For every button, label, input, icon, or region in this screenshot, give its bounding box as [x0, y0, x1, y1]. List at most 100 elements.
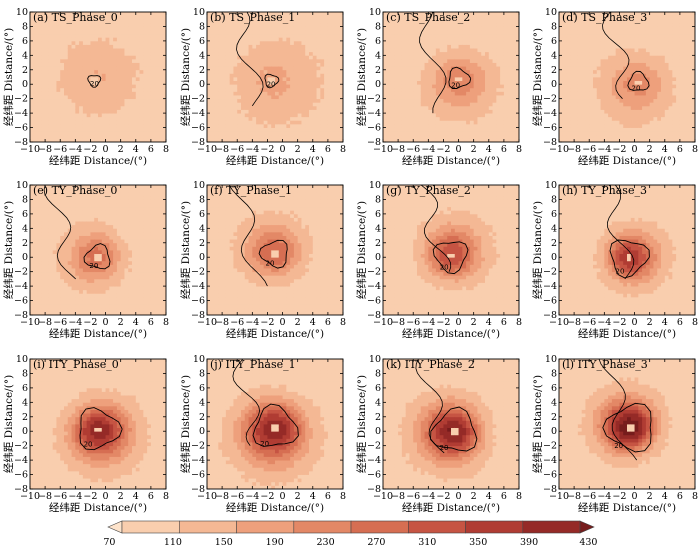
- heat-cell: [271, 109, 276, 114]
- x-tick-label: 8: [340, 144, 346, 155]
- heat-cell: [507, 87, 512, 92]
- heat-cell: [297, 91, 302, 96]
- heat-cell: [608, 48, 613, 53]
- heat-cell: [339, 22, 343, 27]
- heat-cell: [271, 48, 276, 53]
- heat-cell: [286, 33, 291, 38]
- heat-cell: [225, 123, 231, 128]
- heat-cell: [596, 73, 601, 78]
- heat-cell: [627, 55, 632, 60]
- heat-cell: [101, 69, 106, 74]
- heat-cell: [275, 113, 280, 118]
- heat-cell: [82, 95, 88, 100]
- heat-cell: [150, 15, 156, 20]
- heat-cell: [645, 120, 651, 125]
- heat-cell: [439, 73, 444, 78]
- heat-cell: [48, 58, 54, 63]
- heat-cell: [619, 138, 624, 142]
- heat-cell: [562, 40, 567, 45]
- heat-cell: [79, 30, 84, 35]
- heat-cell: [401, 91, 407, 96]
- heat-cell: [210, 80, 215, 85]
- heat-cell: [147, 102, 152, 107]
- heat-cell: [638, 62, 643, 67]
- heat-cell: [503, 77, 509, 82]
- heat-cell: [320, 80, 325, 85]
- heat-cell: [339, 109, 343, 114]
- heat-cell: [623, 77, 628, 82]
- heat-cell: [562, 69, 567, 74]
- heat-cell: [271, 26, 276, 31]
- heat-cell: [458, 87, 463, 92]
- heat-cell: [60, 134, 65, 139]
- heat-cell: [105, 84, 110, 89]
- heat-cell: [511, 73, 516, 78]
- heat-cell: [339, 123, 343, 128]
- heat-cell: [48, 131, 54, 136]
- heat-cell: [577, 95, 583, 100]
- heat-cell: [282, 134, 287, 139]
- heat-cell: [485, 80, 490, 85]
- heat-cell: [71, 26, 76, 31]
- heat-cell: [150, 109, 156, 114]
- heat-cell: [147, 26, 152, 31]
- heat-cell: [485, 37, 490, 42]
- heat-cell: [143, 116, 148, 121]
- heat-cell: [56, 19, 61, 24]
- heat-cell: [417, 131, 422, 136]
- heat-cell: [75, 22, 80, 27]
- heat-cell: [424, 95, 429, 100]
- heat-cell: [282, 127, 287, 132]
- heat-cell: [222, 113, 227, 118]
- heat-cell: [562, 87, 567, 92]
- heat-cell: [33, 95, 38, 100]
- heat-cell: [600, 95, 605, 100]
- heat-cell: [566, 113, 571, 118]
- heat-cell: [417, 87, 422, 92]
- heat-cell: [282, 105, 287, 110]
- heat-cell: [466, 44, 471, 49]
- heat-cell: [638, 134, 643, 139]
- heat-cell: [128, 113, 133, 118]
- heat-cell: [401, 33, 407, 38]
- heat-cell: [214, 19, 219, 24]
- heat-cell: [124, 40, 129, 45]
- heat-cell: [267, 62, 272, 67]
- heat-cell: [443, 58, 448, 63]
- heat-cell: [473, 138, 478, 142]
- heat-cell: [286, 66, 291, 71]
- heat-cell: [37, 113, 42, 118]
- heat-cell: [570, 66, 575, 71]
- heat-cell: [577, 123, 583, 128]
- heat-cell: [492, 62, 497, 67]
- heat-cell: [589, 55, 594, 60]
- heat-cell: [585, 12, 590, 17]
- heat-cell: [619, 120, 624, 125]
- heat-cell: [30, 51, 35, 56]
- heat-cell: [237, 120, 242, 125]
- heat-cell: [507, 127, 512, 132]
- heat-cell: [596, 84, 601, 89]
- heat-cell: [282, 58, 287, 63]
- heat-cell: [623, 80, 628, 85]
- heat-cell: [90, 138, 95, 142]
- heat-cell: [86, 87, 91, 92]
- heat-cell: [222, 73, 227, 78]
- heat-cell: [439, 116, 444, 121]
- heat-cell: [439, 138, 444, 142]
- heat-cell: [615, 44, 620, 49]
- heat-cell: [581, 127, 586, 132]
- heat-cell: [511, 109, 516, 114]
- heat-cell: [82, 84, 88, 89]
- heat-cell: [485, 84, 490, 89]
- heat-cell: [398, 95, 403, 100]
- heat-cell: [469, 77, 475, 82]
- heat-cell: [218, 19, 223, 24]
- heat-cell: [589, 19, 594, 24]
- heat-cell: [79, 58, 84, 63]
- heat-cell: [229, 26, 234, 31]
- heat-cell: [390, 138, 395, 142]
- heat-cell: [79, 51, 84, 56]
- heat-cell: [488, 55, 493, 60]
- heat-cell: [98, 102, 103, 107]
